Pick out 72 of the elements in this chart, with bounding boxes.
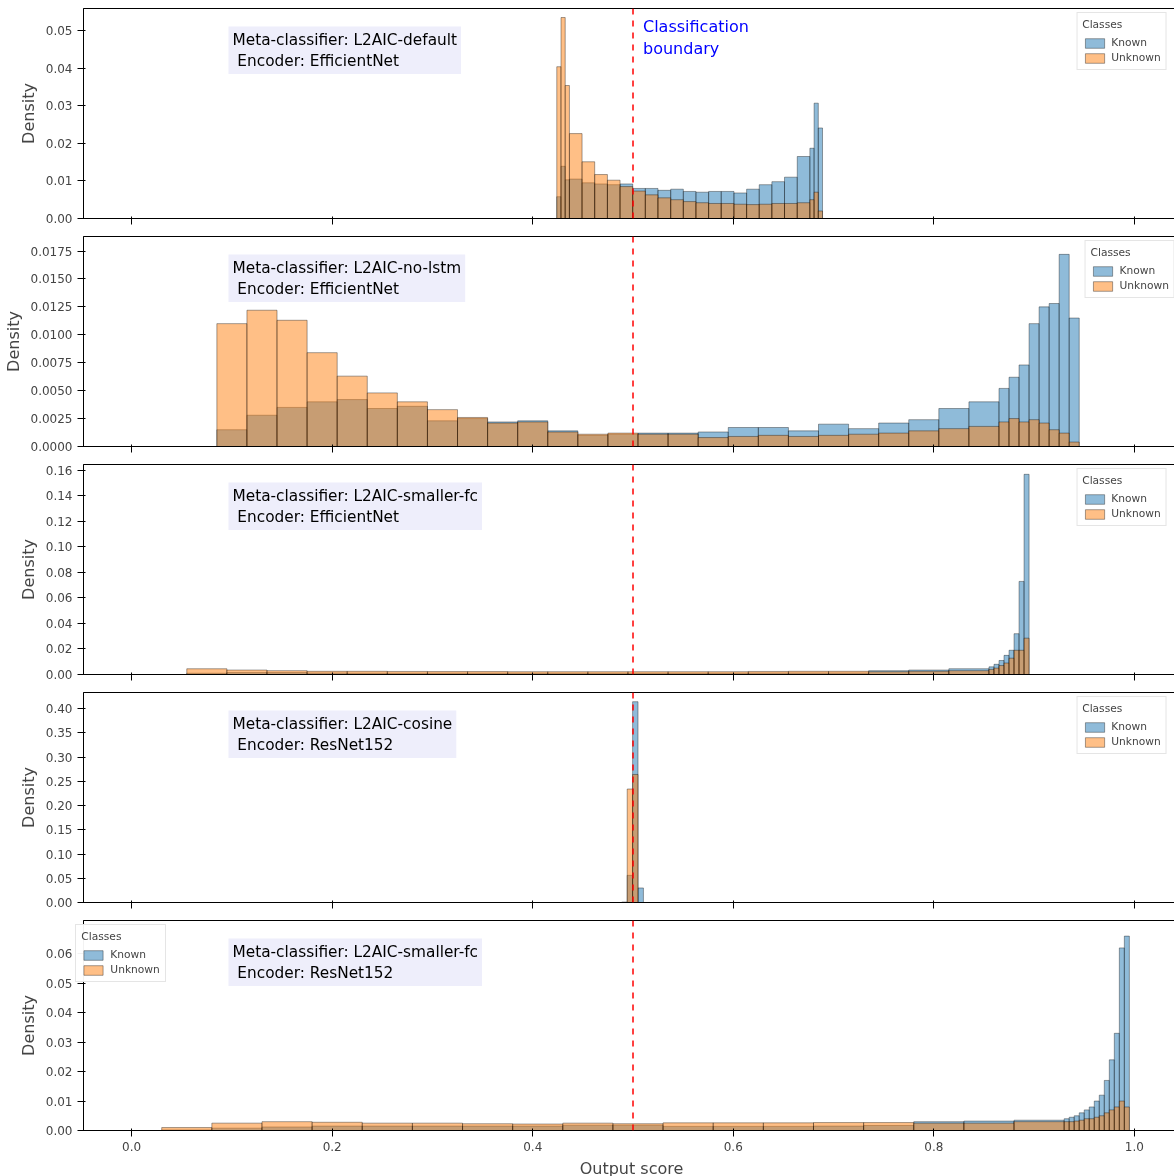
annotation: Meta-classifier: L2AIC-no-lstm Encoder: EfficientNet bbox=[232, 258, 462, 299]
y-tick-label: 0.00 bbox=[45, 1124, 73, 1138]
legend-label: Unknown bbox=[1119, 279, 1169, 292]
y-tick-label: 0.30 bbox=[45, 750, 73, 765]
y-tick-label: 0.0050 bbox=[30, 384, 73, 399]
legend-label: Unknown bbox=[1111, 735, 1161, 748]
y-tick-label: 0.05 bbox=[45, 976, 73, 991]
y-tick-label: 0.0075 bbox=[30, 356, 73, 371]
x-axis-title: Output score bbox=[579, 1158, 684, 1176]
y-tick-label: 0.01 bbox=[45, 174, 73, 189]
y-tick-label: 0.06 bbox=[45, 947, 73, 962]
y-tick-label: 0.03 bbox=[45, 1035, 73, 1050]
annotation: Meta-classifier: L2AIC-smaller-fc Encoder: ResNet152 bbox=[232, 942, 479, 983]
y-tick-label: 0.00 bbox=[45, 668, 73, 682]
x-tick-label: 0.0 bbox=[122, 1139, 142, 1154]
y-tick-label: 0.0000 bbox=[30, 440, 73, 454]
y-axis-title: Density bbox=[18, 767, 38, 828]
x-tick-label: 0.2 bbox=[322, 1139, 342, 1154]
x-tick-label: 0.4 bbox=[523, 1139, 543, 1154]
legend-title: Classes bbox=[1082, 702, 1124, 715]
y-axis-title: Density bbox=[3, 311, 23, 372]
y-tick-label: 0.14 bbox=[45, 489, 73, 504]
legend-title: Classes bbox=[1090, 246, 1132, 259]
y-tick-label: 0.15 bbox=[45, 823, 73, 838]
y-axis-title: Density bbox=[18, 995, 38, 1056]
annotation: Meta-classifier: L2AIC-cosine Encoder: ResNet152 bbox=[232, 714, 453, 755]
y-tick-label: 0.10 bbox=[45, 847, 73, 862]
legend-title: Classes bbox=[81, 930, 123, 943]
y-tick-label: 0.35 bbox=[45, 726, 73, 741]
x-tick-label: 0.8 bbox=[924, 1139, 944, 1154]
y-tick-label: 0.04 bbox=[45, 1006, 73, 1021]
y-tick-label: 0.0100 bbox=[30, 328, 73, 343]
legend-label: Unknown bbox=[1111, 507, 1161, 520]
y-tick-label: 0.01 bbox=[45, 1094, 73, 1109]
y-tick-label: 0.0025 bbox=[30, 412, 73, 427]
legend-label: Unknown bbox=[1111, 51, 1161, 64]
y-tick-label: 0.04 bbox=[45, 617, 73, 631]
y-tick-label: 0.20 bbox=[45, 799, 73, 813]
legend-label: Known bbox=[1111, 492, 1147, 505]
y-tick-label: 0.05 bbox=[45, 24, 73, 39]
y-tick-label: 0.05 bbox=[45, 871, 73, 886]
y-tick-label: 0.0175 bbox=[30, 244, 73, 259]
x-tick-label: 1.0 bbox=[1124, 1139, 1144, 1154]
x-tick-label: 0.6 bbox=[723, 1139, 743, 1154]
legend-label: Known bbox=[1111, 720, 1147, 733]
legend-label: Unknown bbox=[110, 963, 160, 976]
y-tick-label: 0.06 bbox=[45, 591, 73, 606]
y-tick-label: 0.40 bbox=[45, 702, 73, 716]
y-tick-label: 0.0150 bbox=[30, 272, 73, 287]
y-tick-label: 0.02 bbox=[45, 136, 73, 151]
y-tick-label: 0.25 bbox=[45, 774, 73, 789]
legend-label: Known bbox=[110, 948, 147, 961]
legend-title: Classes bbox=[1082, 474, 1124, 487]
annotation: Meta-classifier: L2AIC-smaller-fc Encoder: EfficientNet bbox=[232, 486, 479, 527]
y-tick-label: 0.03 bbox=[45, 99, 73, 114]
y-tick-label: 0.00 bbox=[45, 212, 73, 226]
y-tick-label: 0.02 bbox=[45, 642, 73, 657]
y-tick-label: 0.0125 bbox=[30, 300, 73, 315]
y-axis-title: Density bbox=[18, 539, 38, 600]
y-tick-label: 0.12 bbox=[45, 514, 73, 529]
y-tick-label: 0.16 bbox=[45, 463, 73, 478]
y-tick-label: 0.10 bbox=[45, 540, 73, 555]
annotation: Meta-classifier: L2AIC-default Encoder: EfficientNet bbox=[232, 30, 458, 71]
legend-label: Known bbox=[1111, 36, 1147, 49]
y-tick-label: 0.02 bbox=[45, 1065, 73, 1080]
legend-title: Classes bbox=[1082, 18, 1124, 31]
legend-label: Known bbox=[1119, 264, 1156, 277]
y-tick-label: 0.00 bbox=[45, 896, 73, 910]
y-tick-label: 0.08 bbox=[45, 566, 73, 580]
y-tick-label: 0.04 bbox=[45, 61, 73, 76]
ref-line-label: Classification boundary bbox=[643, 16, 749, 59]
y-axis-title: Density bbox=[18, 83, 38, 144]
